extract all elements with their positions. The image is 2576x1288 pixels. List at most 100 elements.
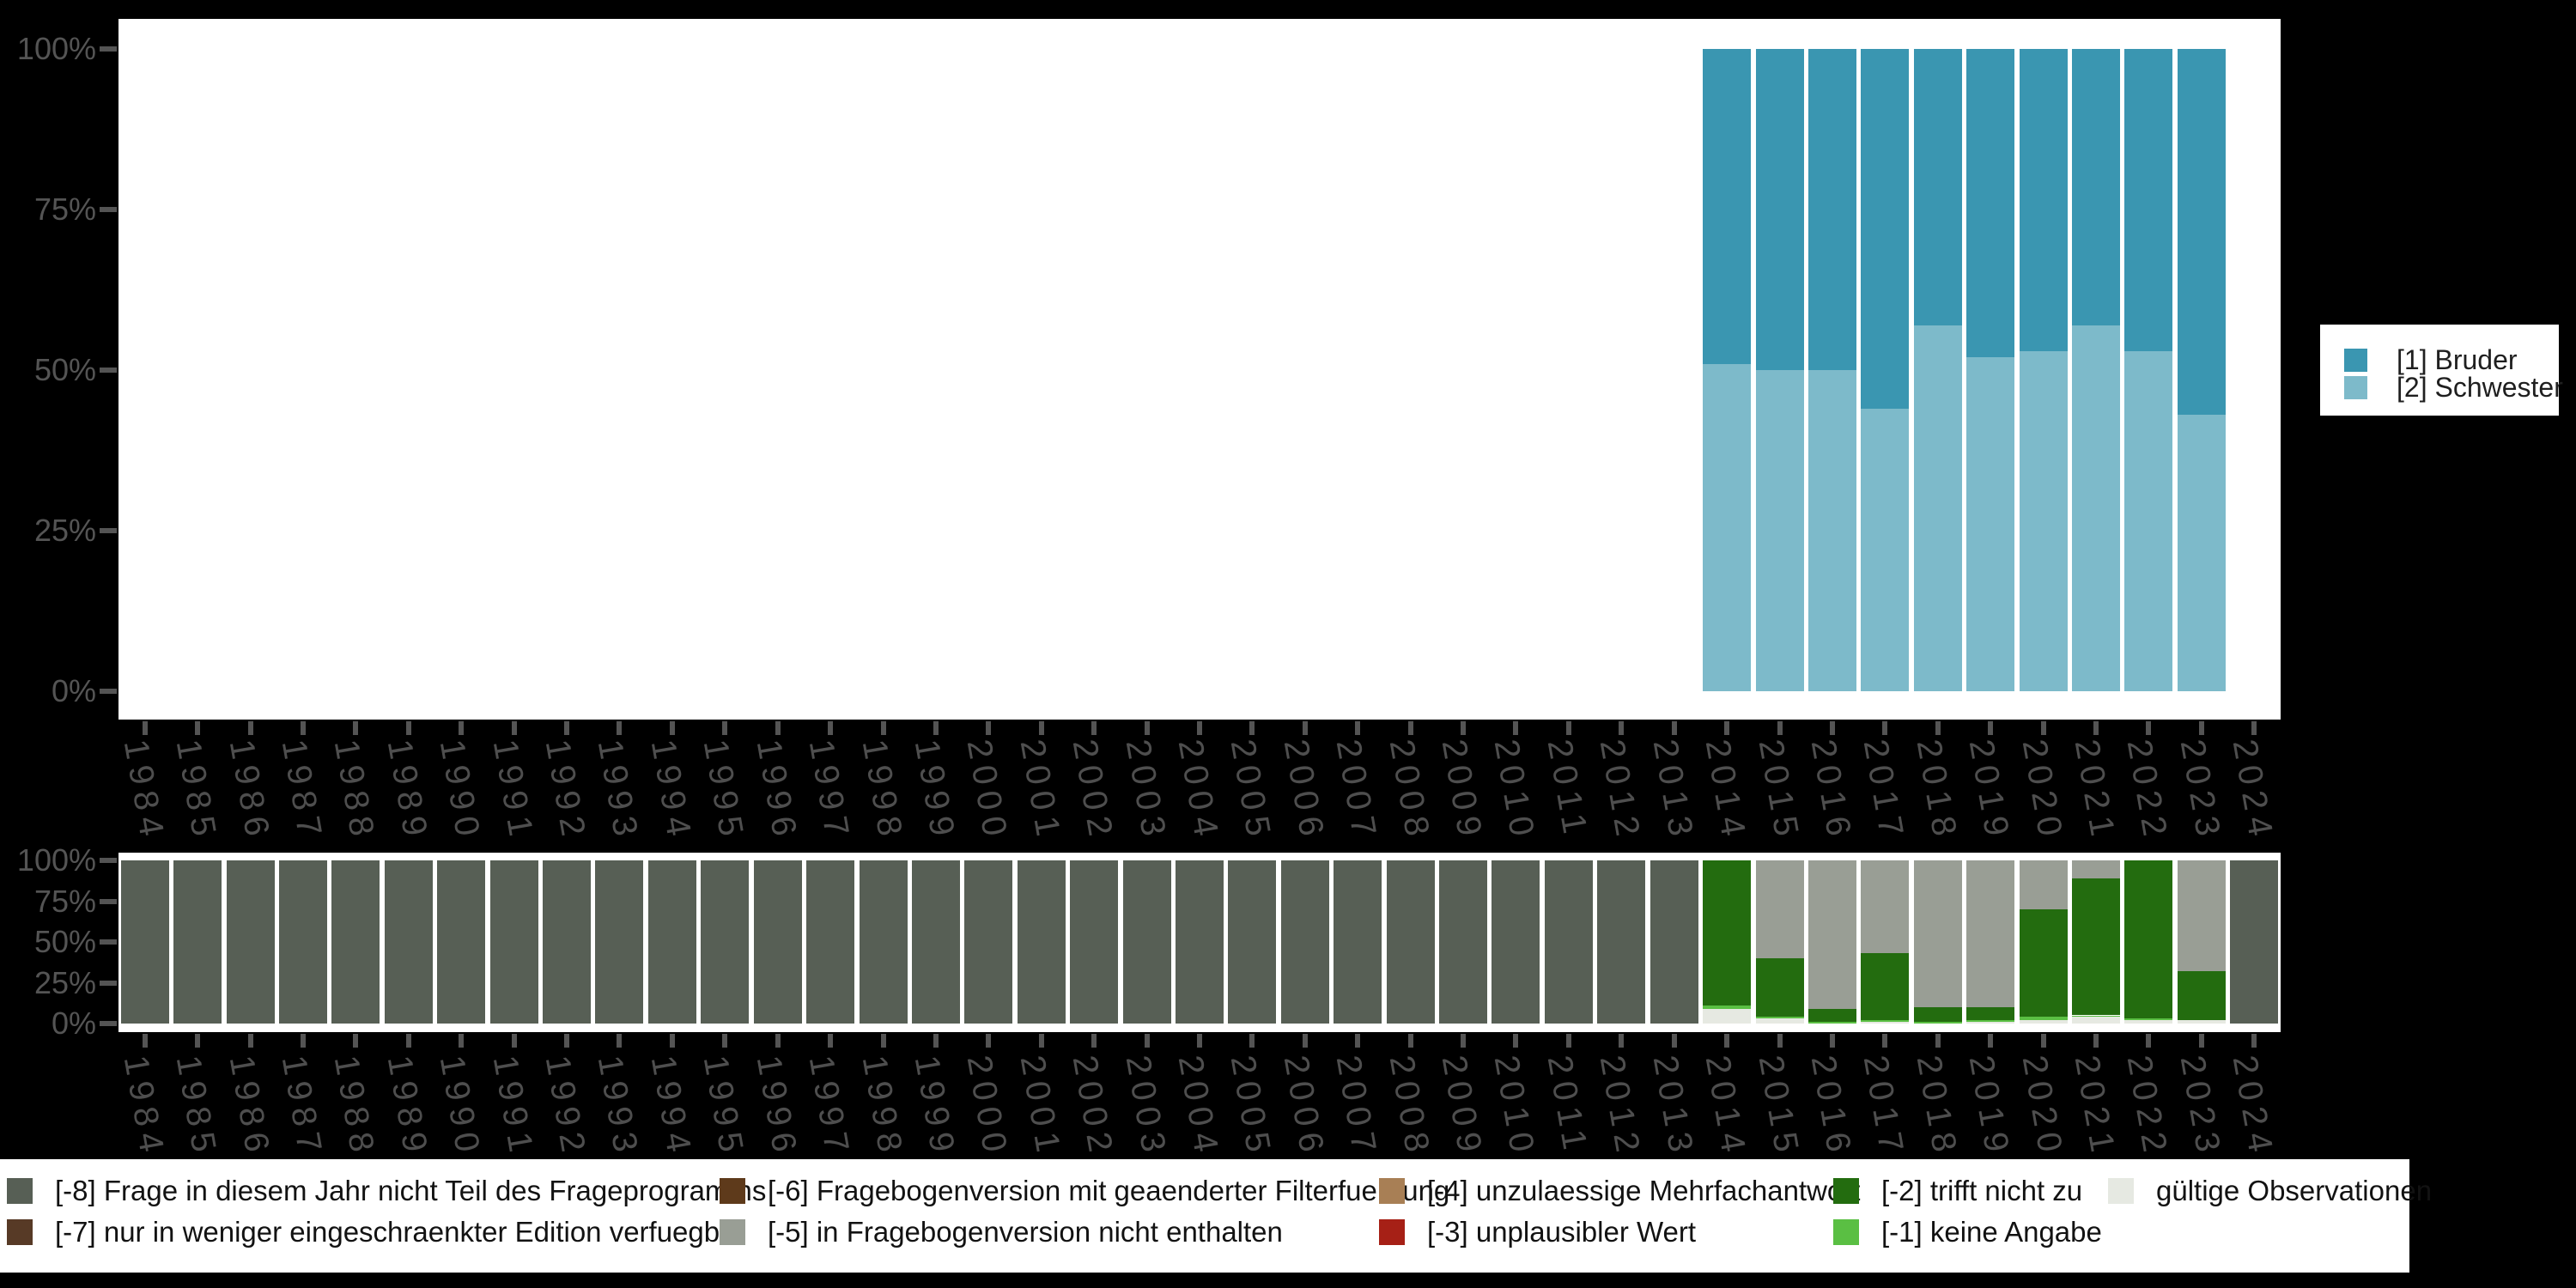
- x-axis-year-label: 2001: [1012, 1052, 1068, 1162]
- legend-item: [-2] trifft nicht zu: [1833, 1175, 2082, 1206]
- legend-item: [-4] unzulaessige Mehrfachantwort: [1379, 1175, 1861, 1206]
- y-axis-tick-label: 75%: [33, 883, 96, 919]
- legend-item-bruder: [1] Bruder: [2344, 344, 2518, 375]
- legend-swatch: [720, 1219, 745, 1245]
- x-axis-year-label: 2012: [1592, 1052, 1649, 1162]
- x-axis-year-label: 2013: [1645, 736, 1701, 846]
- x-axis-year-label: 2019: [1961, 736, 2018, 846]
- x-axis-tick: [1777, 721, 1783, 735]
- bar-segment: [1861, 1022, 1910, 1024]
- bar-segment: [543, 860, 592, 1024]
- x-axis-year-label: 2020: [2014, 736, 2070, 846]
- x-axis-tick: [564, 721, 570, 735]
- x-axis-year-label: 1998: [854, 1052, 910, 1162]
- x-axis-year-label: 1986: [222, 736, 277, 846]
- bar-segment: [2019, 860, 2068, 909]
- bar-segment: [1966, 49, 2015, 358]
- x-axis-tick: [933, 1034, 939, 1048]
- x-axis-year-label: 2011: [1540, 736, 1595, 843]
- bar-segment: [964, 860, 1013, 1024]
- legend-swatch: [1833, 1219, 1859, 1245]
- x-axis-tick: [1724, 1034, 1730, 1048]
- x-axis-tick: [459, 721, 465, 735]
- x-axis-year-label: 2009: [1434, 1052, 1491, 1162]
- bar-segment: [2072, 1015, 2121, 1018]
- legend-item-schwester: [2] Schwester: [2344, 372, 2563, 403]
- x-axis-year-label: 1987: [274, 736, 330, 846]
- legend-label: [-5] in Fragebogenversion nicht enthalte…: [768, 1216, 1283, 1248]
- x-axis-year-label: 2014: [1698, 736, 1754, 846]
- bar-segment: [1966, 1020, 2015, 1023]
- x-axis-year-label: 2017: [1856, 736, 1912, 846]
- x-axis-tick: [1671, 721, 1677, 735]
- bar-segment: [1649, 860, 1698, 1024]
- x-axis-tick: [142, 1034, 148, 1048]
- bar-segment: [489, 860, 538, 1024]
- y-axis-tick: [100, 858, 117, 863]
- x-axis-tick: [1988, 1034, 1994, 1048]
- x-axis-tick: [1882, 721, 1888, 735]
- legend-label: gültige Observationen: [2156, 1175, 2433, 1206]
- x-axis-tick: [1513, 1034, 1519, 1048]
- x-axis-year-label: 2021: [2067, 1052, 2123, 1162]
- legend-item: [-7] nur in weniger eingeschraenkter Edi…: [7, 1216, 744, 1248]
- bar-segment: [1861, 49, 1910, 409]
- x-axis-year-label: 1989: [380, 1052, 435, 1162]
- bar-segment: [120, 860, 169, 1024]
- x-axis-year-label: 2019: [1961, 1052, 2018, 1162]
- x-axis-year-label: 1987: [274, 1052, 330, 1162]
- x-axis-tick: [1671, 1034, 1677, 1048]
- bar-segment: [1703, 49, 1752, 364]
- bar-segment: [1966, 860, 2015, 1007]
- y-axis-tick-label: 25%: [33, 964, 96, 1000]
- x-axis-year-label: 2008: [1382, 736, 1437, 846]
- x-axis-tick: [2198, 1034, 2204, 1048]
- x-axis-tick: [722, 721, 728, 735]
- x-axis-year-label: 2014: [1698, 1052, 1754, 1162]
- x-axis-tick: [1935, 721, 1941, 735]
- x-axis-year-label: 2008: [1382, 1052, 1437, 1162]
- legend-label: [-4] unzulaessige Mehrfachantwort: [1427, 1175, 1861, 1206]
- y-axis-tick-label: 100%: [16, 31, 96, 66]
- x-axis-year-label: 2018: [1909, 736, 1965, 846]
- x-axis-year-label: 1988: [327, 1052, 383, 1162]
- x-axis-tick: [2093, 1034, 2099, 1048]
- x-axis-tick: [353, 721, 359, 735]
- x-axis-year-label: 1997: [801, 736, 858, 846]
- x-axis-year-label: 2012: [1592, 736, 1649, 846]
- x-axis-tick: [142, 721, 148, 735]
- x-axis-year-label: 1995: [696, 1052, 752, 1162]
- x-axis-tick: [1091, 721, 1097, 735]
- legend-label: [2] Schwester: [2397, 371, 2563, 403]
- x-axis-year-label: 1992: [538, 736, 594, 846]
- y-axis-tick: [100, 46, 117, 52]
- x-axis-tick: [2146, 721, 2152, 735]
- bar-segment: [1334, 860, 1382, 1024]
- x-axis-tick: [1829, 721, 1835, 735]
- bar-segment: [1861, 860, 1910, 954]
- x-axis-year-label: 2004: [1170, 736, 1226, 846]
- bar-segment: [1966, 1022, 2015, 1024]
- bar-segment: [173, 860, 222, 1024]
- legend-item: gültige Observationen: [2108, 1175, 2433, 1206]
- x-axis-tick: [300, 721, 306, 735]
- bar-segment: [1966, 1007, 2015, 1021]
- x-axis-tick: [2040, 721, 2046, 735]
- bar-segment: [2177, 971, 2226, 1021]
- x-axis-year-label: 1985: [168, 1052, 225, 1162]
- x-axis-year-label: 2006: [1276, 1052, 1332, 1162]
- bar-segment: [2124, 860, 2173, 1019]
- x-axis-year-label: 2023: [2172, 1052, 2228, 1162]
- x-axis-tick: [353, 1034, 359, 1048]
- x-axis-year-label: 2007: [1328, 1052, 1385, 1162]
- x-axis-tick: [195, 721, 201, 735]
- x-axis-tick: [1565, 721, 1571, 735]
- bar-segment: [1913, 1022, 1962, 1024]
- x-axis-year-label: 2024: [2225, 1052, 2281, 1162]
- bar-segment: [2019, 49, 2068, 351]
- bar-segment: [701, 860, 750, 1024]
- bar-segment: [2072, 1017, 2121, 1024]
- bar-segment: [2072, 325, 2121, 691]
- legend-sibling: [1] Bruder [2] Schwester: [2320, 325, 2563, 416]
- legend-label: [-3] unplausibler Wert: [1427, 1216, 1697, 1248]
